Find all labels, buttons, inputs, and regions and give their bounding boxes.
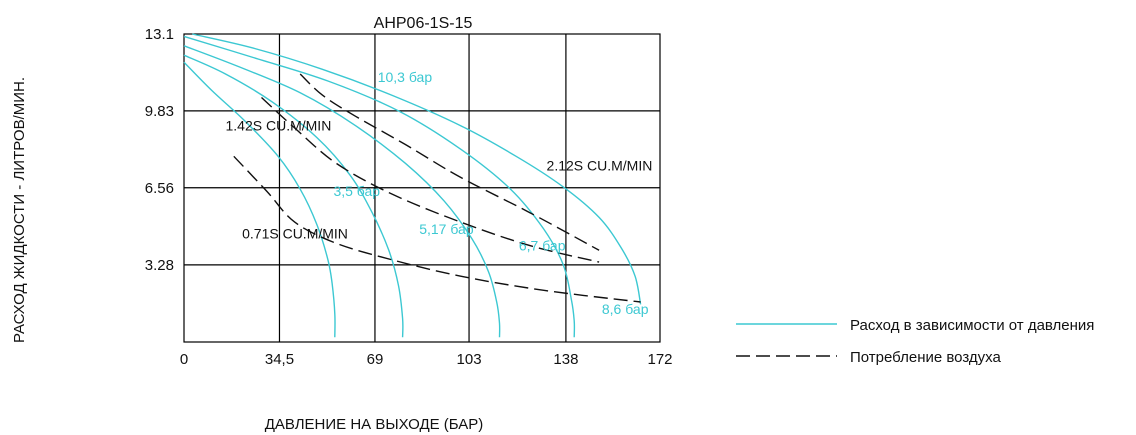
x-tick-label: 0: [180, 351, 188, 368]
x-axis-label: ДАВЛЕНИЕ НА ВЫХОДЕ (БАР): [265, 416, 484, 433]
air-curve-label-8: 0.71S CU.M/MIN: [242, 226, 348, 242]
flow-curve-label-4: 8,6 бар: [602, 301, 649, 317]
flow-curve-2: [183, 54, 404, 338]
x-tick-label: 69: [367, 351, 384, 368]
flow-curve-label-2: 5,17 бар: [419, 221, 474, 237]
flow-curve-4: [183, 35, 576, 338]
flow-curve-1: [183, 61, 336, 338]
air-curve-7: [261, 96, 600, 263]
flow-curve-3: [183, 45, 501, 338]
series-lines: [183, 33, 642, 338]
y-tick-label: 9.83: [145, 103, 174, 120]
chart-title: AHP06-1S-15: [374, 15, 473, 32]
flow-curve-label-3: 6,7 бар: [519, 237, 566, 253]
y-tick-label: 13.1: [145, 26, 174, 43]
air-curve-label-7: 1.42S CU.M/MIN: [226, 117, 332, 133]
flow-curve-label-1: 3,5 бар: [333, 183, 380, 199]
series-labels: 3,5 бар 5,17 бар 6,7 бар 8,6 бар 10,3 бар 2.1…: [226, 69, 653, 317]
air-curve-6: [299, 73, 600, 251]
air-curve-label-6: 2.12S CU.M/MIN: [547, 157, 653, 173]
flow-curve-5: [192, 33, 642, 305]
y-tick-label: 3.28: [145, 257, 174, 274]
y-axis-label: РАСХОД ЖИДКОСТИ - ЛИТРОВ/МИН.: [11, 77, 28, 343]
legend: Расход в зависимости от давления Потребл…: [736, 317, 1094, 366]
x-tick-labels: 0 34,5 69 103 138 172: [180, 351, 673, 368]
legend-air-label: Потребление воздуха: [850, 349, 1001, 366]
flow-curve-label-5: 10,3 бар: [378, 69, 433, 85]
air-curve-8: [233, 155, 641, 303]
x-tick-label: 172: [647, 351, 672, 368]
y-tick-label: 6.56: [145, 180, 174, 197]
x-tick-label: 138: [553, 351, 578, 368]
legend-flow-label: Расход в зависимости от давления: [850, 317, 1094, 334]
x-tick-label: 103: [457, 351, 482, 368]
x-tick-label: 34,5: [265, 351, 294, 368]
y-tick-labels: 3.28 6.56 9.83 13.1: [145, 26, 174, 274]
